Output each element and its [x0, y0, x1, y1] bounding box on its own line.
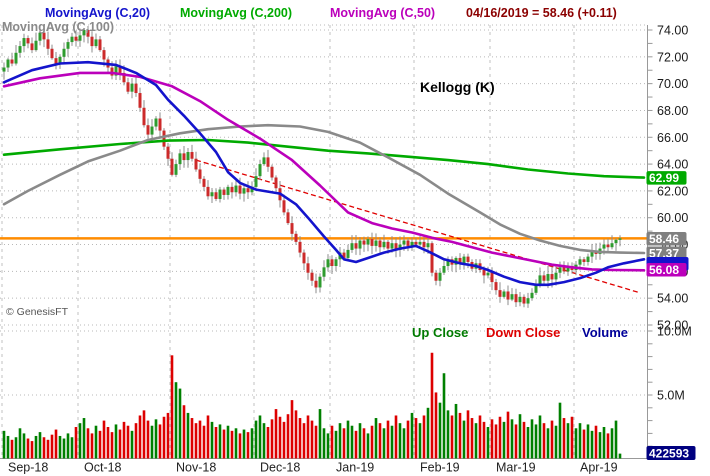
svg-text:60.00: 60.00	[657, 211, 688, 225]
svg-text:62.00: 62.00	[657, 184, 688, 198]
candlestick-series	[2, 26, 622, 308]
x-axis-labels: Sep-18 Oct-18 Nov-18 Dec-18 Jan-19 Feb-19 Mar-…	[8, 461, 618, 475]
svg-text:10.0M: 10.0M	[657, 325, 692, 339]
svg-text:62.99: 62.99	[649, 171, 679, 185]
svg-text:Sep-18: Sep-18	[8, 461, 48, 475]
legend-volume: Volume	[582, 325, 628, 340]
grid-lines	[0, 24, 648, 459]
svg-text:5.0M: 5.0M	[657, 389, 685, 403]
watermark-genesisft: © GenesisFT	[6, 306, 69, 318]
svg-text:Dec-18: Dec-18	[260, 461, 300, 475]
legend-down-close: Down Close	[486, 325, 561, 340]
volume-series	[2, 352, 622, 459]
legend-ma50: MovingAvg (C,50)	[330, 6, 436, 20]
svg-text:422593: 422593	[649, 447, 689, 461]
svg-text:Jan-19: Jan-19	[336, 461, 374, 475]
legend-date-quote: 04/16/2019 = 58.46 (+0.11)	[466, 6, 617, 20]
ma200-line	[2, 138, 646, 179]
svg-text:68.00: 68.00	[657, 104, 688, 118]
legend-ma200: MovingAvg (C,200)	[180, 6, 293, 20]
svg-text:58.46: 58.46	[649, 232, 679, 246]
legend-up-close: Up Close	[412, 325, 469, 340]
legend-ma20: MovingAvg (C,20)	[45, 6, 151, 20]
ma20-line	[2, 60, 646, 287]
svg-text:64.00: 64.00	[657, 158, 688, 172]
svg-text:70.00: 70.00	[657, 77, 688, 91]
svg-text:Mar-19: Mar-19	[496, 461, 536, 475]
svg-text:Feb-19: Feb-19	[420, 461, 460, 475]
trendline-dashed	[195, 159, 641, 294]
legend-ma100: MovingAvg (C,100)	[2, 20, 115, 34]
chart-title: Kellogg (K)	[420, 79, 495, 95]
svg-text:Oct-18: Oct-18	[84, 461, 122, 475]
svg-text:56.08: 56.08	[649, 263, 679, 277]
svg-text:52.00: 52.00	[657, 319, 688, 333]
svg-text:54.00: 54.00	[657, 292, 688, 306]
svg-text:74.00: 74.00	[657, 24, 688, 38]
svg-text:66.00: 66.00	[657, 131, 688, 145]
svg-text:Apr-19: Apr-19	[580, 461, 618, 475]
svg-text:72.00: 72.00	[657, 50, 688, 64]
ma100-line	[2, 123, 646, 255]
svg-text:Nov-18: Nov-18	[176, 461, 216, 475]
